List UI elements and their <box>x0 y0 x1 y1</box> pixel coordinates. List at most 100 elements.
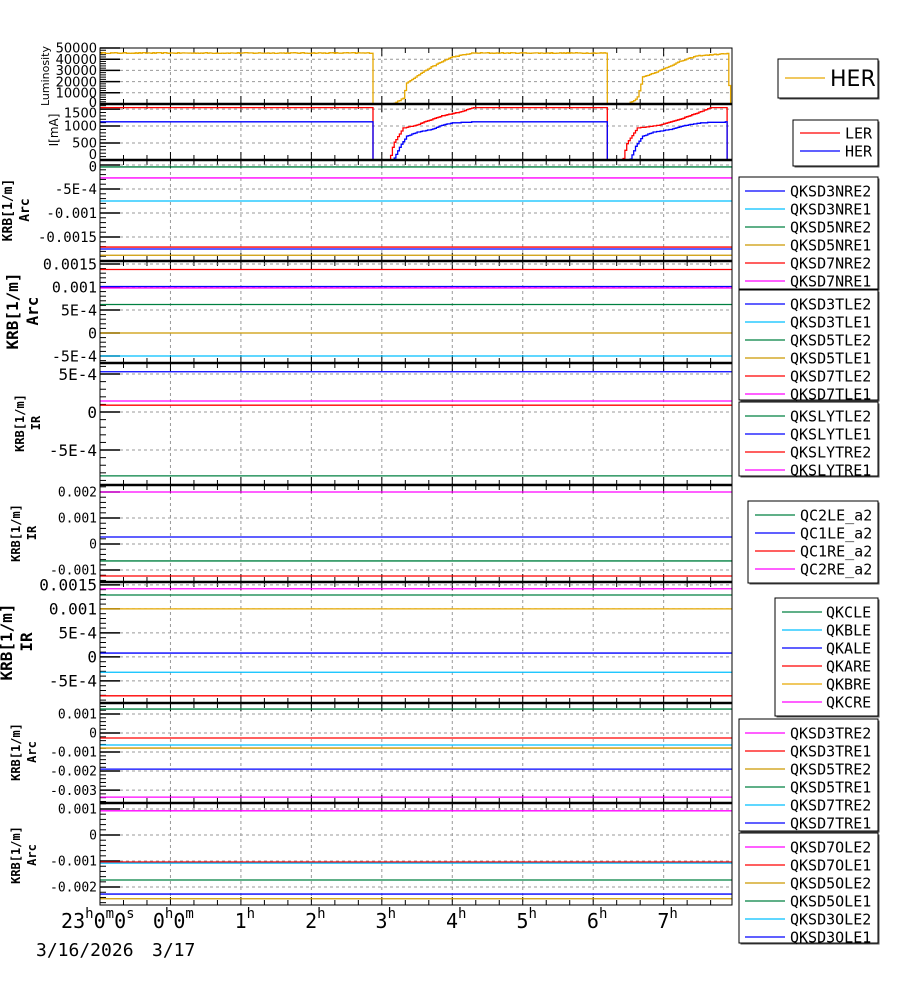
y-axis-label: KRB[1/m] <box>3 272 22 349</box>
y-tick-label: -5E-4 <box>49 441 97 460</box>
legend-label: QKSD5NRE1 <box>790 236 871 254</box>
y-tick-label: 5E-4 <box>61 301 97 319</box>
plot-frame <box>99 702 733 804</box>
x-tick-unit: h <box>388 906 396 922</box>
legend-label: QKSD7TRE2 <box>790 796 871 814</box>
x-date-label: 3/16/2026 <box>36 940 134 961</box>
panel-6: 0.002 0.001 0 -0.001 KRB[1/m] IR QC2LE_a2QC1LE… <box>9 484 880 585</box>
legend-label: QKSLYTLE1 <box>790 425 871 443</box>
x-tick-unit: h <box>165 906 173 922</box>
legend-label: HER <box>845 142 873 160</box>
x-tick-unit: h <box>85 906 93 922</box>
x-tick-label: 2h <box>305 906 325 933</box>
y-tick-label: 0 <box>89 727 97 742</box>
x-tick-value: 23 <box>61 909 85 933</box>
legend-item: LER <box>800 124 873 142</box>
y-axis-label: IR <box>29 415 43 430</box>
legend-item: QKSD7OLE1 <box>745 856 871 874</box>
y-tick-label: 0 <box>88 324 97 342</box>
y-tick-label: 0.001 <box>52 278 97 296</box>
y-tick-label: 0.001 <box>58 803 97 818</box>
legend-label: QKSLYTRE1 <box>790 461 871 479</box>
series-line-ler <box>100 106 731 161</box>
y-axis-label: KRB[1/m] <box>9 504 23 562</box>
legend-label: QKSD5TLE1 <box>790 349 871 367</box>
series-line-her <box>100 52 732 105</box>
y-tick-label: 0.0015 <box>39 576 97 595</box>
y-tick-label: 0 <box>87 403 97 422</box>
y-tick-label: 0 <box>89 538 97 553</box>
legend-item: QKSD7NRE2 <box>745 254 871 272</box>
x-tick-unit: h <box>599 906 607 922</box>
legend-item: QKSD7TRE1 <box>745 814 871 832</box>
legend: QKSD3TLE2QKSD3TLE1QKSD5TLE2QKSD5TLE1QKSD… <box>738 289 880 403</box>
plot-frame <box>99 581 733 704</box>
plot-frame <box>99 484 733 583</box>
x-tick-label: 1h <box>235 906 255 933</box>
y-tick-label: 0 <box>89 160 97 176</box>
legend-item: QKSLYTLE2 <box>745 407 871 425</box>
legend-item: QKSD3TLE2 <box>745 295 871 313</box>
plot-frame <box>99 159 733 262</box>
y-tick-label: 1500 <box>64 107 97 122</box>
y-tick-label: 5E-4 <box>58 624 97 643</box>
legend-item: QKSD7NRE1 <box>745 272 871 290</box>
legend-label: QKSD7TLE1 <box>790 385 871 403</box>
legend-item: QKBRE <box>782 675 871 693</box>
x-tick-label: 3h <box>376 906 396 933</box>
legend-label: QKSD7NRE2 <box>790 254 871 272</box>
x-tick-unit: m <box>106 906 114 922</box>
legend-label: QKSD5OLE2 <box>790 874 871 892</box>
y-tick-label: -5E-4 <box>55 182 97 198</box>
legend-label: QKBLE <box>826 621 871 639</box>
y-axis-label: Luminosity <box>39 46 52 106</box>
legend-item: QKSLYTRE1 <box>745 461 871 479</box>
legend-label: QC1RE_a2 <box>800 542 872 560</box>
y-tick-label: 50000 <box>56 42 97 57</box>
legend-item: QKSD5TLE1 <box>745 349 871 367</box>
y-tick-label: -0.001 <box>50 564 97 579</box>
legend-item: QC2RE_a2 <box>755 560 872 578</box>
x-tick-label: 7h <box>657 906 677 933</box>
x-date-label: 3/17 <box>152 940 195 961</box>
legend-label: LER <box>845 124 873 142</box>
y-tick-label: 1000 <box>64 120 97 135</box>
legend-item: QKSD5NRE2 <box>745 218 871 236</box>
y-axis-label: KRB[1/m] <box>9 826 23 884</box>
y-tick-label: -0.002 <box>50 765 97 780</box>
legend-label: QKSD7TLE2 <box>790 367 871 385</box>
legend-item: QKSD5TLE2 <box>745 331 871 349</box>
x-tick-value: 3 <box>376 909 388 933</box>
y-tick-label: 0.001 <box>49 600 97 619</box>
legend-box <box>738 289 879 401</box>
legend-box <box>738 401 879 477</box>
legend-label: QKSD3NRE2 <box>790 182 871 200</box>
y-tick-label: 0.0015 <box>43 255 97 273</box>
x-tick-unit: m <box>185 906 193 922</box>
x-tick-value: 6 <box>587 909 599 933</box>
y-tick-label: -0.001 <box>50 855 97 870</box>
y-tick-label: -0.003 <box>50 784 97 799</box>
x-tick-value: 2 <box>305 909 317 933</box>
y-tick-label: 0 <box>89 148 97 163</box>
legend-box <box>738 832 879 944</box>
plot-frame <box>99 260 733 364</box>
y-axis-label: IR <box>17 632 36 652</box>
legend-item: QKARE <box>782 657 871 675</box>
x-tick-label: 6h <box>587 906 607 933</box>
legend-item: QKSD3OLE2 <box>745 910 871 928</box>
y-axis-label: IR <box>25 525 39 540</box>
x-tick-label: 5h <box>516 906 536 933</box>
legend-label: QC2LE_a2 <box>800 506 872 524</box>
legend-label: QC1LE_a2 <box>800 524 872 542</box>
legend-item: QKSLYTRE2 <box>745 443 871 461</box>
y-axis-label: Arc <box>18 198 33 221</box>
panel-8: 0.001 0 -0.001 -0.002 -0.003 KRB[1/m] Arc QKSD3… <box>9 702 880 833</box>
legend-label: QKSD3TRE2 <box>790 724 871 742</box>
